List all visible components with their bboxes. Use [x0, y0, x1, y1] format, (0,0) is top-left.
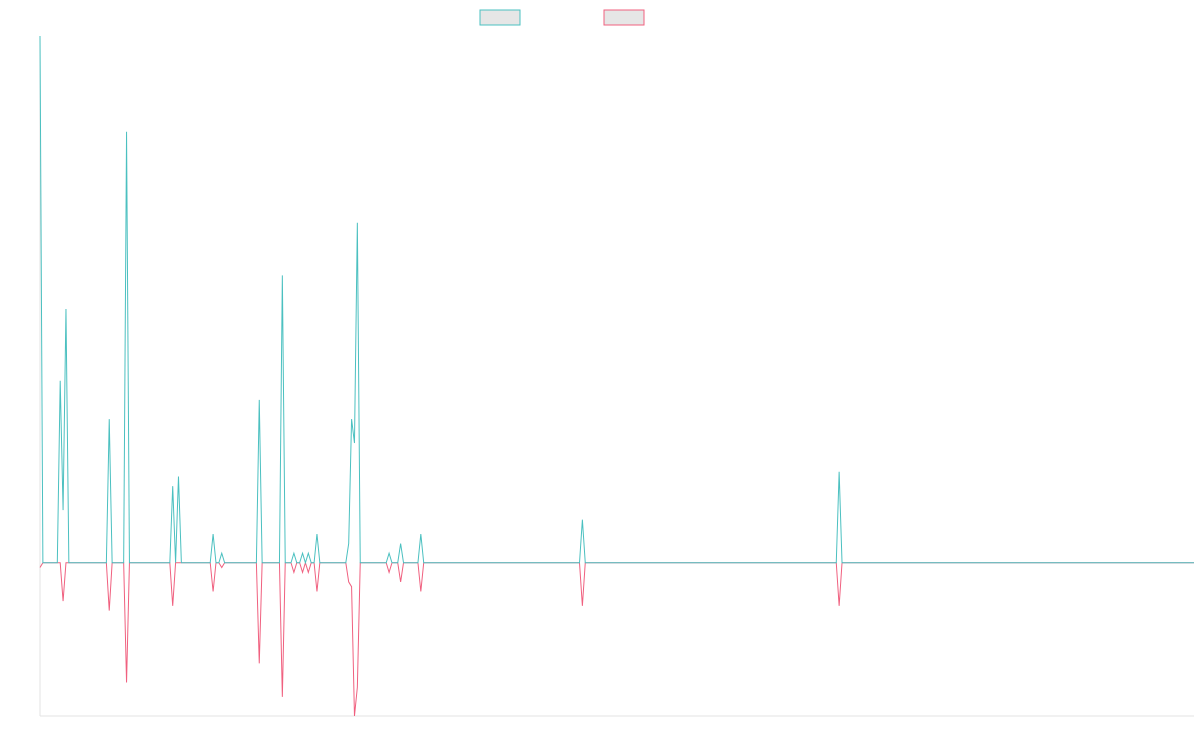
series-layer: [39, 35, 1194, 717]
legend-swatch-1[interactable]: [479, 9, 521, 26]
legend[interactable]: [479, 9, 645, 26]
series-line-2: [39, 561, 1194, 717]
series-line-1: [39, 35, 1194, 565]
legend-swatch-2[interactable]: [603, 9, 645, 26]
axes: [39, 36, 1194, 717]
